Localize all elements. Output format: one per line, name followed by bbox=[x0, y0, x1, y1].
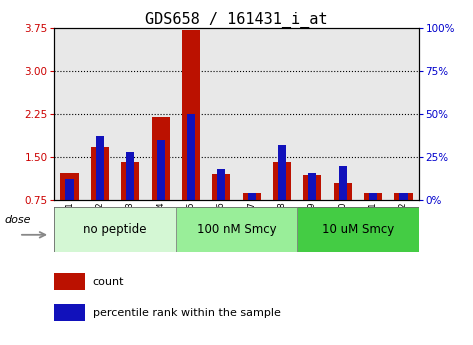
Bar bbox=[247, 193, 256, 200]
Text: count: count bbox=[93, 277, 124, 286]
Bar bbox=[243, 193, 261, 200]
Bar bbox=[217, 169, 226, 200]
Bar bbox=[121, 161, 140, 200]
Bar bbox=[339, 166, 347, 200]
Bar bbox=[369, 193, 377, 200]
Text: GDS658 / 161431_i_at: GDS658 / 161431_i_at bbox=[145, 12, 328, 28]
Bar bbox=[115, 28, 146, 200]
Bar bbox=[267, 28, 297, 200]
Bar bbox=[91, 147, 109, 200]
Bar bbox=[182, 30, 200, 200]
Bar bbox=[394, 193, 412, 200]
Bar bbox=[333, 183, 352, 200]
Bar bbox=[236, 28, 267, 200]
Bar bbox=[278, 145, 286, 200]
Bar bbox=[327, 28, 358, 200]
Bar bbox=[206, 28, 236, 200]
Bar bbox=[303, 175, 322, 200]
Text: 100 nM Smcy: 100 nM Smcy bbox=[197, 223, 276, 236]
Bar bbox=[297, 207, 419, 252]
Bar bbox=[151, 117, 170, 200]
Bar bbox=[212, 174, 230, 200]
Bar bbox=[157, 140, 165, 200]
Bar bbox=[364, 193, 382, 200]
Bar bbox=[54, 207, 176, 252]
Text: no peptide: no peptide bbox=[83, 223, 147, 236]
Bar bbox=[61, 173, 79, 200]
Bar bbox=[126, 152, 134, 200]
Bar bbox=[145, 28, 176, 200]
Bar bbox=[399, 193, 408, 200]
Bar bbox=[358, 28, 388, 200]
Bar bbox=[54, 28, 85, 200]
Bar bbox=[85, 28, 115, 200]
Bar bbox=[54, 273, 85, 290]
Bar bbox=[96, 136, 104, 200]
Bar bbox=[187, 114, 195, 200]
Bar bbox=[273, 161, 291, 200]
Bar bbox=[388, 28, 419, 200]
Text: percentile rank within the sample: percentile rank within the sample bbox=[93, 308, 280, 317]
Bar bbox=[176, 28, 206, 200]
Bar bbox=[297, 28, 327, 200]
Bar bbox=[308, 172, 316, 200]
Text: dose: dose bbox=[4, 215, 31, 225]
Bar bbox=[176, 207, 297, 252]
Text: 10 uM Smcy: 10 uM Smcy bbox=[322, 223, 394, 236]
Bar bbox=[65, 179, 74, 200]
Bar bbox=[54, 304, 85, 321]
